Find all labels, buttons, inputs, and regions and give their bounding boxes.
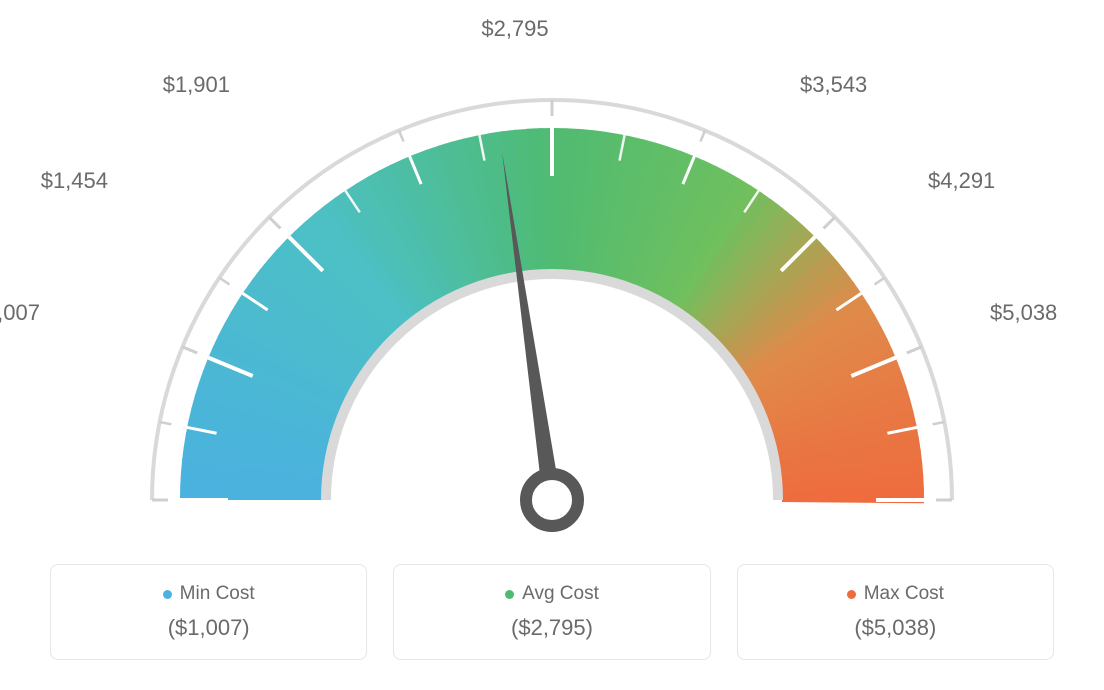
max-dot-icon [847, 590, 856, 599]
avg-cost-value: ($2,795) [418, 615, 685, 641]
max-cost-title: Max Cost [847, 583, 944, 605]
min-cost-label: Min Cost [180, 583, 255, 605]
summary-cards: Min Cost ($1,007) Avg Cost ($2,795) Max … [0, 564, 1104, 660]
gauge-tick-label: $2,795 [481, 16, 548, 42]
gauge-tick-label: $1,901 [163, 72, 230, 98]
max-cost-card: Max Cost ($5,038) [737, 564, 1054, 660]
min-cost-card: Min Cost ($1,007) [50, 564, 367, 660]
min-cost-value: ($1,007) [75, 615, 342, 641]
gauge-tick-label: $3,543 [800, 72, 867, 98]
avg-dot-icon [505, 590, 514, 599]
max-cost-label: Max Cost [864, 583, 944, 605]
min-cost-title: Min Cost [163, 583, 255, 605]
gauge-tick-label: $1,454 [41, 168, 108, 194]
max-cost-value: ($5,038) [762, 615, 1029, 641]
avg-cost-title: Avg Cost [505, 583, 599, 605]
gauge-chart: $1,007 $1,454 $1,901 $2,795 $3,543 $4,291 $5,0… [0, 0, 1104, 560]
gauge-svg [52, 40, 1052, 560]
gauge-tick-label: $5,038 [990, 300, 1057, 326]
avg-cost-card: Avg Cost ($2,795) [393, 564, 710, 660]
min-dot-icon [163, 590, 172, 599]
gauge-tick-label: $4,291 [928, 168, 995, 194]
gauge-tick-label: $1,007 [0, 300, 40, 326]
avg-cost-label: Avg Cost [522, 583, 599, 605]
